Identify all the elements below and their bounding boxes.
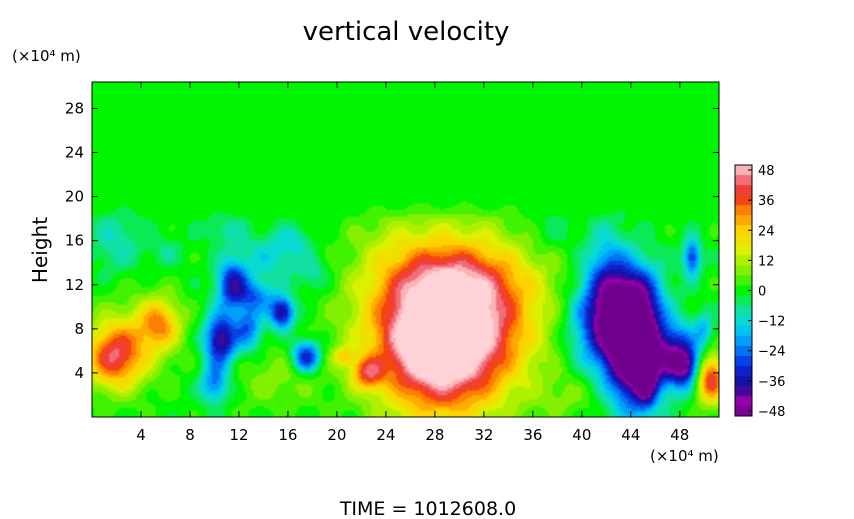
colorbar-tick-label: 36: [758, 194, 775, 209]
colorbar: 48 36 24 12 0 −12 −24 −36 −48: [734, 164, 785, 420]
x-tick-label: 20: [327, 426, 346, 444]
x-tick-label: 12: [229, 426, 248, 444]
colorbar-tick-label: 48: [758, 164, 775, 179]
y-tick-label: 28: [65, 99, 84, 117]
y-axis-label: Height: [28, 217, 52, 283]
chart-title: vertical velocity: [303, 17, 510, 47]
velocity-field: [92, 82, 719, 417]
plot-frame: [91, 81, 720, 418]
time-label: TIME = 1012608.0: [339, 498, 516, 519]
y-tick-label: 12: [65, 276, 84, 294]
colorbar-tick-label: 24: [758, 224, 775, 239]
y-tick-label: 20: [65, 188, 84, 206]
x-tick-label: 4: [136, 426, 146, 444]
plot-area: [91, 81, 720, 418]
colorbar-tick-label: −48: [758, 405, 785, 420]
y-axis: 4 8 12 16 20 24 28: [65, 99, 719, 382]
y-tick-label: 8: [74, 320, 84, 338]
x-tick-label: 28: [425, 426, 444, 444]
y-axis-unit: (×10⁴ m): [12, 47, 81, 65]
colorbar-gradient: [735, 165, 752, 416]
y-tick-label: 4: [74, 364, 84, 382]
x-tick-label: 44: [621, 426, 640, 444]
y-tick-label: 16: [65, 232, 84, 250]
colorbar-tick-label: −36: [758, 375, 785, 390]
x-tick-label: 32: [474, 426, 493, 444]
x-tick-label: 48: [670, 426, 689, 444]
colorbar-tick-label: −24: [758, 345, 785, 360]
x-tick-label: 16: [278, 426, 297, 444]
x-axis: 4 8 12 16 20 24 28 32 36 40 44 48: [136, 82, 689, 444]
x-tick-label: 36: [523, 426, 542, 444]
colorbar-tick-label: −12: [758, 315, 785, 330]
x-tick-label: 8: [185, 426, 195, 444]
colorbar-tick-label: 12: [758, 254, 775, 269]
y-tick-label: 24: [65, 144, 84, 162]
x-axis-unit: (×10⁴ m): [650, 447, 719, 465]
x-tick-label: 40: [572, 426, 591, 444]
colorbar-tick-label: 0: [758, 285, 766, 300]
x-tick-label: 24: [376, 426, 395, 444]
